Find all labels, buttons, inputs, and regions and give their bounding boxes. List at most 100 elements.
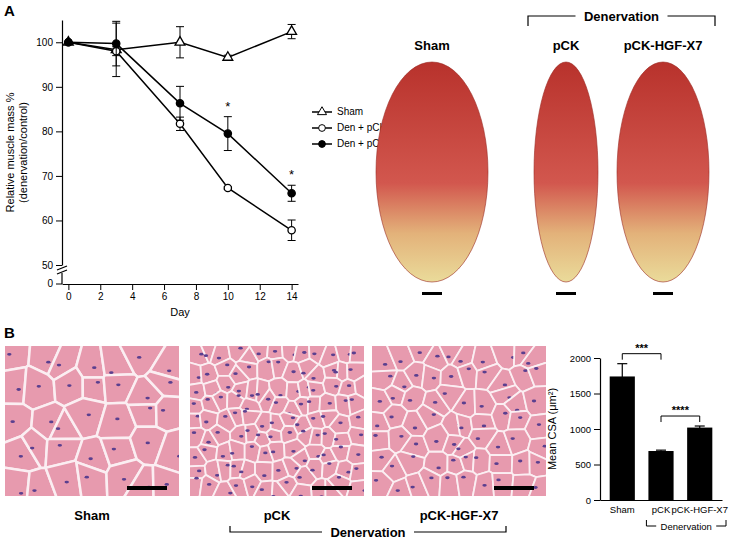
- nucleus: [337, 476, 341, 479]
- nucleus: [390, 465, 394, 468]
- nucleus: [19, 492, 23, 495]
- muscle-fiber: [471, 471, 495, 496]
- nucleus: [518, 416, 522, 419]
- error-bar: [288, 24, 296, 38]
- nucleus: [233, 411, 237, 414]
- nucleus: [219, 396, 223, 399]
- muscle-fiber: [279, 412, 299, 426]
- nucleus: [319, 495, 323, 496]
- tick-mark: [594, 465, 600, 466]
- axis-line: [600, 359, 601, 501]
- scale-bar: [556, 292, 576, 295]
- nucleus: [429, 477, 433, 480]
- tick: 0: [66, 284, 72, 302]
- tick-mark: [196, 284, 197, 290]
- tick: 80: [42, 126, 62, 137]
- nucleus: [482, 425, 486, 428]
- nucleus: [396, 489, 400, 492]
- y-axis: 5060708090100: [36, 21, 62, 271]
- nucleus: [446, 356, 450, 359]
- nucleus: [266, 398, 270, 401]
- muscle-fiber: [5, 466, 30, 496]
- tick-label: 500: [575, 459, 591, 470]
- nucleus: [356, 453, 360, 456]
- scale-bar: [422, 292, 442, 295]
- nucleus: [17, 388, 21, 391]
- tick-label: 10: [223, 291, 235, 302]
- nucleus: [311, 389, 315, 392]
- group-label: Denervation: [584, 9, 659, 24]
- marker: [176, 100, 183, 107]
- plot-area: [610, 364, 713, 500]
- legend-marker: [317, 107, 326, 115]
- nucleus: [452, 443, 456, 446]
- nucleus: [348, 368, 352, 371]
- nucleus: [482, 371, 486, 374]
- marker: [175, 37, 185, 46]
- photo-label: Sham: [414, 38, 449, 53]
- nucleus: [223, 415, 227, 418]
- muscle-fiber: [306, 459, 322, 480]
- marker: [287, 26, 297, 35]
- muscle-fiber: [338, 379, 356, 396]
- nucleus: [359, 433, 363, 436]
- significance-bracket: [661, 416, 700, 422]
- nucleus: [294, 467, 298, 470]
- nucleus: [177, 455, 179, 458]
- nucleus: [362, 489, 364, 492]
- nucleus: [165, 483, 169, 486]
- nucleus: [338, 421, 342, 424]
- nucleus: [37, 385, 41, 388]
- tick-label: 1000: [570, 424, 591, 435]
- nucleus: [56, 427, 60, 430]
- series-line: [68, 42, 291, 193]
- nucleus: [260, 488, 264, 491]
- nucleus: [291, 416, 295, 419]
- tick-mark: [100, 284, 101, 290]
- tick: 10: [223, 284, 235, 302]
- nucleus: [271, 495, 275, 496]
- nucleus: [291, 370, 295, 373]
- axis-title: Mean CSA (μm²): [546, 388, 558, 470]
- tick-mark: [56, 265, 62, 266]
- muscle-fiber: [512, 450, 530, 475]
- nucleus: [268, 435, 272, 438]
- tick-mark: [228, 284, 229, 290]
- muscle-fiber: [419, 467, 441, 496]
- nucleus: [334, 438, 338, 441]
- nucleus: [451, 459, 455, 462]
- nucleus: [67, 384, 71, 387]
- nucleus: [193, 456, 197, 459]
- tick-label: 80: [42, 126, 54, 137]
- plot-area: [63, 21, 296, 240]
- nucleus: [462, 402, 466, 405]
- nucleus: [57, 364, 61, 367]
- tick: 100: [36, 37, 62, 48]
- tick: 70: [42, 171, 62, 182]
- histology-image: [362, 336, 556, 506]
- nucleus: [373, 434, 377, 437]
- photo-label: pCK-HGF-X7: [624, 38, 703, 53]
- nucleus: [411, 455, 415, 458]
- nucleus: [109, 371, 113, 374]
- tick-label: 70: [42, 171, 54, 182]
- histology-image: [0, 336, 189, 506]
- nucleus: [402, 385, 406, 388]
- nucleus: [297, 476, 301, 479]
- legend-item: Sham: [312, 106, 363, 117]
- muscle-fiber: [119, 465, 154, 496]
- tick: 14: [287, 284, 299, 302]
- nucleus: [273, 350, 277, 353]
- nucleus: [301, 372, 305, 375]
- tick-mark: [56, 87, 62, 88]
- nucleus: [167, 369, 171, 372]
- nucleus: [49, 421, 53, 424]
- nucleus: [146, 441, 150, 444]
- nucleus: [206, 441, 210, 444]
- nucleus: [432, 377, 436, 380]
- error-bar: [288, 220, 296, 240]
- group-label: Denervation: [661, 521, 712, 532]
- error-bar: [617, 364, 627, 390]
- significance-bracket: [622, 354, 661, 360]
- nucleus: [321, 415, 325, 418]
